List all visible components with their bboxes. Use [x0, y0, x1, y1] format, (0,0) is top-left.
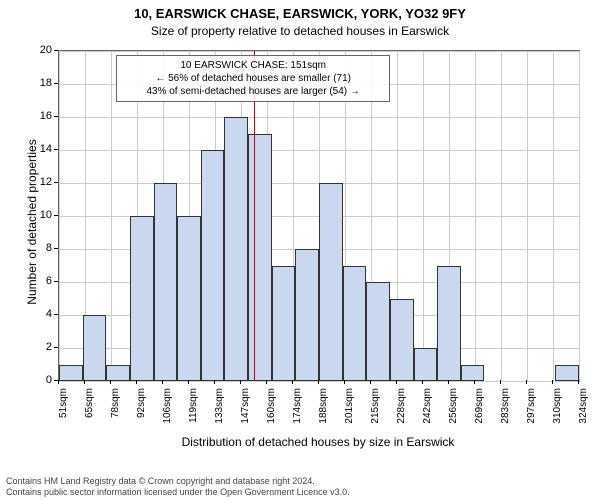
annotation-box: 10 EARSWICK CHASE: 151sqm← 56% of detach… — [116, 55, 390, 102]
x-tick-label: 310sqm — [552, 388, 563, 438]
histogram-bar — [272, 266, 296, 382]
chart-title: 10, EARSWICK CHASE, EARSWICK, YORK, YO32… — [0, 6, 600, 22]
x-tick-label: 201sqm — [344, 388, 355, 438]
annotation-line1: 10 EARSWICK CHASE: 151sqm — [123, 59, 383, 72]
x-axis-label: Distribution of detached houses by size … — [58, 435, 578, 449]
x-tick-label: 269sqm — [474, 388, 485, 438]
chart-container: 10, EARSWICK CHASE, EARSWICK, YORK, YO32… — [0, 6, 600, 471]
x-tick-label: 242sqm — [422, 388, 433, 438]
x-tick-label: 78sqm — [110, 388, 121, 438]
x-tick-label: 133sqm — [214, 388, 225, 438]
histogram-bar — [319, 183, 343, 381]
histogram-bar — [248, 134, 272, 382]
histogram-bar — [295, 249, 319, 381]
x-tick-label: 51sqm — [58, 388, 69, 438]
footer: Contains HM Land Registry data © Crown c… — [6, 476, 350, 498]
annotation-line2: ← 56% of detached houses are smaller (71… — [123, 72, 383, 85]
histogram-bar — [555, 365, 579, 382]
x-tick-label: 92sqm — [136, 388, 147, 438]
histogram-bar — [437, 266, 461, 382]
x-tick-label: 297sqm — [526, 388, 537, 438]
y-tick-label: 16 — [0, 110, 52, 122]
histogram-bar — [201, 150, 225, 381]
x-tick-label: 283sqm — [500, 388, 511, 438]
footer-line1: Contains HM Land Registry data © Crown c… — [6, 476, 350, 487]
histogram-bar — [83, 315, 107, 381]
x-tick-label: 188sqm — [318, 388, 329, 438]
x-tick-label: 256sqm — [448, 388, 459, 438]
histogram-bar — [390, 299, 414, 382]
x-tick-label: 147sqm — [240, 388, 251, 438]
x-tick-label: 119sqm — [188, 388, 199, 438]
histogram-bar — [130, 216, 154, 381]
y-axis-label: Number of detached properties — [25, 122, 39, 322]
y-tick-label: 18 — [0, 77, 52, 89]
histogram-bar — [59, 365, 83, 382]
annotation-line3: 43% of semi-detached houses are larger (… — [123, 85, 383, 98]
y-tick-label: 2 — [0, 341, 52, 353]
x-tick-label: 324sqm — [578, 388, 589, 438]
histogram-bar — [154, 183, 178, 381]
x-tick-label: 65sqm — [84, 388, 95, 438]
footer-line2: Contains public sector information licen… — [6, 487, 350, 498]
chart-subtitle: Size of property relative to detached ho… — [0, 24, 600, 38]
x-tick-label: 174sqm — [292, 388, 303, 438]
x-tick-label: 215sqm — [370, 388, 381, 438]
y-tick-label: 0 — [0, 374, 52, 386]
histogram-bar — [461, 365, 485, 382]
histogram-bar — [414, 348, 438, 381]
y-tick-label: 20 — [0, 44, 52, 56]
histogram-bar — [177, 216, 201, 381]
histogram-bar — [343, 266, 367, 382]
histogram-bar — [224, 117, 248, 381]
x-tick-label: 106sqm — [162, 388, 173, 438]
plot-area: 10 EARSWICK CHASE: 151sqm← 56% of detach… — [58, 50, 580, 382]
histogram-bar — [366, 282, 390, 381]
x-tick-label: 228sqm — [396, 388, 407, 438]
histogram-bar — [106, 365, 130, 382]
x-tick-label: 160sqm — [266, 388, 277, 438]
